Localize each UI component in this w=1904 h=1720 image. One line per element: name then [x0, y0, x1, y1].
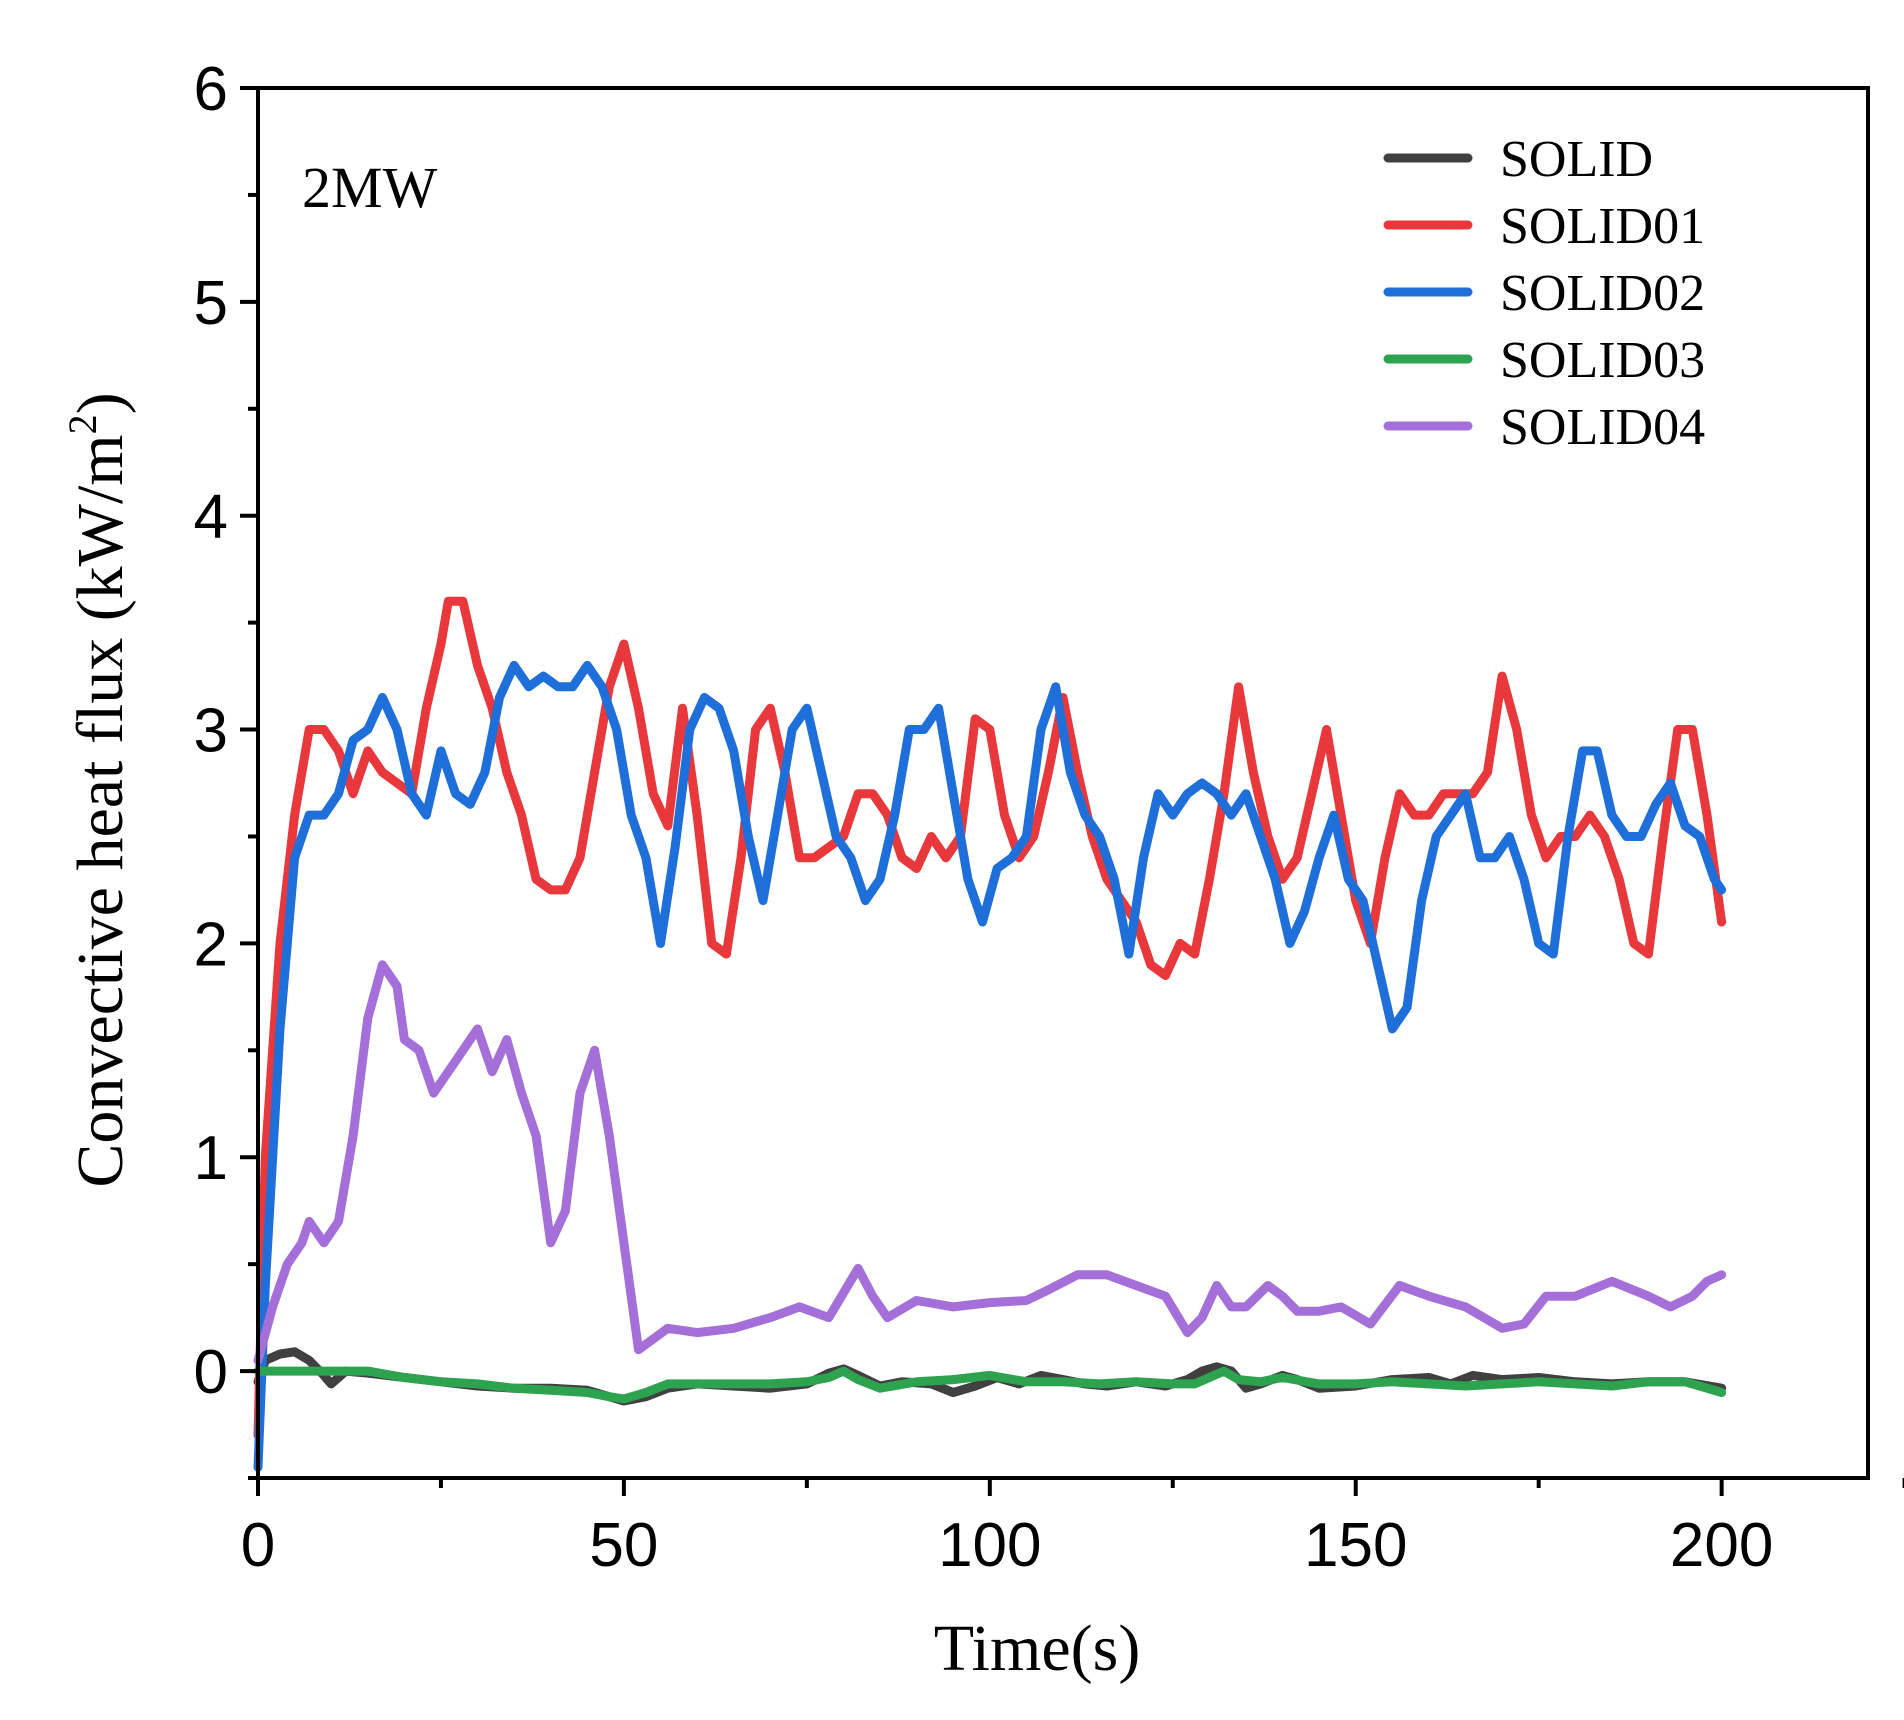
y-axis-title: Convective heat flux (kW/m2)	[60, 392, 137, 1187]
y-tick-label: 1	[194, 1124, 228, 1193]
y-axis-title-superscript: 2	[60, 414, 105, 434]
y-tick-label: 5	[194, 269, 228, 338]
series-layer	[253, 596, 1727, 1472]
y-tick-label: 0	[194, 1338, 228, 1407]
y-tick-label: 2	[194, 910, 228, 979]
y-axis-title-main: Convective heat flux (kW/m	[64, 434, 137, 1187]
legend-label-solid02: SOLID02	[1500, 265, 1705, 322]
legend-label-solid03: SOLID03	[1500, 332, 1705, 389]
series-line-solid01	[253, 596, 1727, 1440]
y-axis-title-close: )	[64, 392, 137, 414]
x-tick-label: 200	[1670, 1511, 1773, 1580]
legend-label-solid01: SOLID01	[1500, 198, 1705, 255]
series-line-solid02	[253, 660, 1727, 1472]
series-line-solid04	[253, 960, 1727, 1365]
y-tick-label: 3	[194, 697, 228, 766]
x-tick-label: 50	[589, 1511, 658, 1580]
x-tick-label: 150	[1304, 1511, 1407, 1580]
plot-frame	[256, 86, 1870, 1480]
legend-label-solid04: SOLID04	[1500, 399, 1705, 456]
ticks-layer: 0 50 100 150 200 0 1 2 3 4 5 6	[194, 55, 1904, 1580]
y-tick-label: 6	[194, 55, 228, 124]
power-annotation: 2MW	[302, 155, 438, 220]
x-tick-label: 100	[938, 1511, 1041, 1580]
y-tick-label: 4	[194, 483, 228, 552]
x-axis-title: Time(s)	[934, 1612, 1141, 1685]
legend-label-solid: SOLID	[1500, 131, 1653, 188]
series-line-solid03	[253, 1366, 1727, 1404]
legend: SOLID SOLID01 SOLID02 SOLID03 SOLID04	[1383, 131, 1705, 456]
x-tick-label: 0	[241, 1511, 275, 1580]
